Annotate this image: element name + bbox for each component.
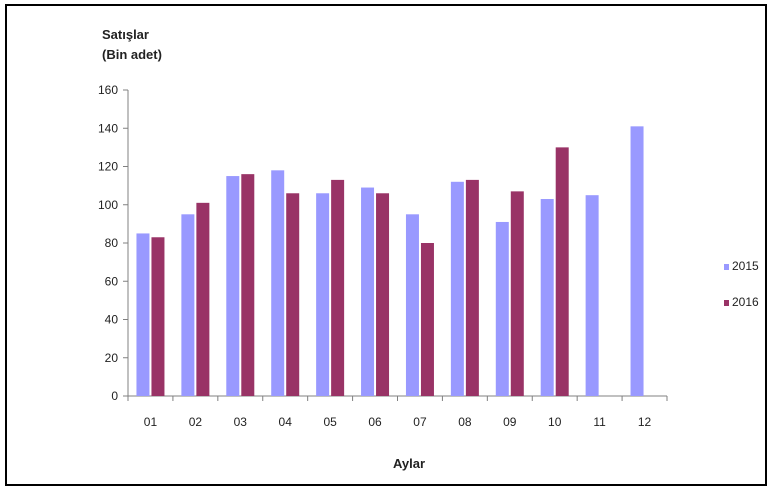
y-axis-label-line2: (Bin adet) <box>102 47 162 62</box>
y-tick-label: 120 <box>98 160 118 174</box>
bar-2016-08 <box>465 179 479 396</box>
x-tick-label: 02 <box>189 415 203 429</box>
legend: 2015 2016 <box>724 259 759 309</box>
x-tick-label: 06 <box>368 415 382 429</box>
x-tick-label: 12 <box>638 415 652 429</box>
bar-2015-05 <box>316 193 330 396</box>
y-tick-label: 80 <box>105 236 119 250</box>
bar-2015-03 <box>226 176 240 396</box>
bar-2015-01 <box>136 233 150 396</box>
x-tick-label: 01 <box>144 415 158 429</box>
bar-2015-08 <box>450 181 464 396</box>
y-tick-label: 0 <box>111 389 118 403</box>
y-tick-label: 140 <box>98 121 118 135</box>
bar-2016-10 <box>555 147 569 396</box>
bar-2016-07 <box>420 243 434 396</box>
bars <box>136 126 644 397</box>
bar-2016-04 <box>286 193 300 396</box>
y-tick-label: 100 <box>98 198 118 212</box>
x-tick-label: 07 <box>413 415 427 429</box>
y-axis-label-line1: Satışlar <box>102 27 149 42</box>
bar-2015-07 <box>405 214 419 396</box>
x-tick-label: 08 <box>458 415 472 429</box>
bar-2016-06 <box>376 193 390 396</box>
bar-2015-06 <box>361 187 375 396</box>
bar-chart: 0 20 40 60 80 100 120 140 160 01 02 03 04 05 06 07 08 09 1… <box>98 27 759 471</box>
bar-2015-12 <box>630 126 644 397</box>
bar-2015-09 <box>495 221 509 396</box>
x-axis-label: Aylar <box>393 456 425 471</box>
axes <box>123 89 668 401</box>
x-tick-label: 09 <box>503 415 517 429</box>
bar-2015-04 <box>271 170 285 396</box>
legend-swatch-2016 <box>724 300 729 306</box>
bar-2016-03 <box>241 174 255 396</box>
x-tick-label: 11 <box>593 415 606 429</box>
x-tick-label: 04 <box>279 415 293 429</box>
bar-2016-05 <box>331 179 345 396</box>
x-tick-label: 05 <box>323 415 337 429</box>
bar-2015-11 <box>585 195 599 396</box>
legend-label-2016: 2016 <box>732 295 759 309</box>
bar-2015-02 <box>181 214 195 396</box>
bar-2016-09 <box>510 191 524 396</box>
legend-label-2015: 2015 <box>732 259 759 273</box>
x-tick-label: 10 <box>548 415 562 429</box>
tick-labels: 0 20 40 60 80 100 120 140 160 01 02 03 04 05 06 07 08 09 1… <box>98 83 652 429</box>
bar-2015-10 <box>540 199 554 396</box>
y-tick-label: 20 <box>105 351 119 365</box>
bar-2016-01 <box>151 237 165 396</box>
legend-swatch-2015 <box>724 264 729 270</box>
chart-frame: 0 20 40 60 80 100 120 140 160 01 02 03 04 05 06 07 08 09 1… <box>5 4 767 486</box>
y-tick-label: 60 <box>105 274 119 288</box>
y-tick-label: 40 <box>105 313 119 327</box>
bar-2016-02 <box>196 202 210 396</box>
x-tick-label: 03 <box>234 415 248 429</box>
y-tick-label: 160 <box>98 83 118 97</box>
